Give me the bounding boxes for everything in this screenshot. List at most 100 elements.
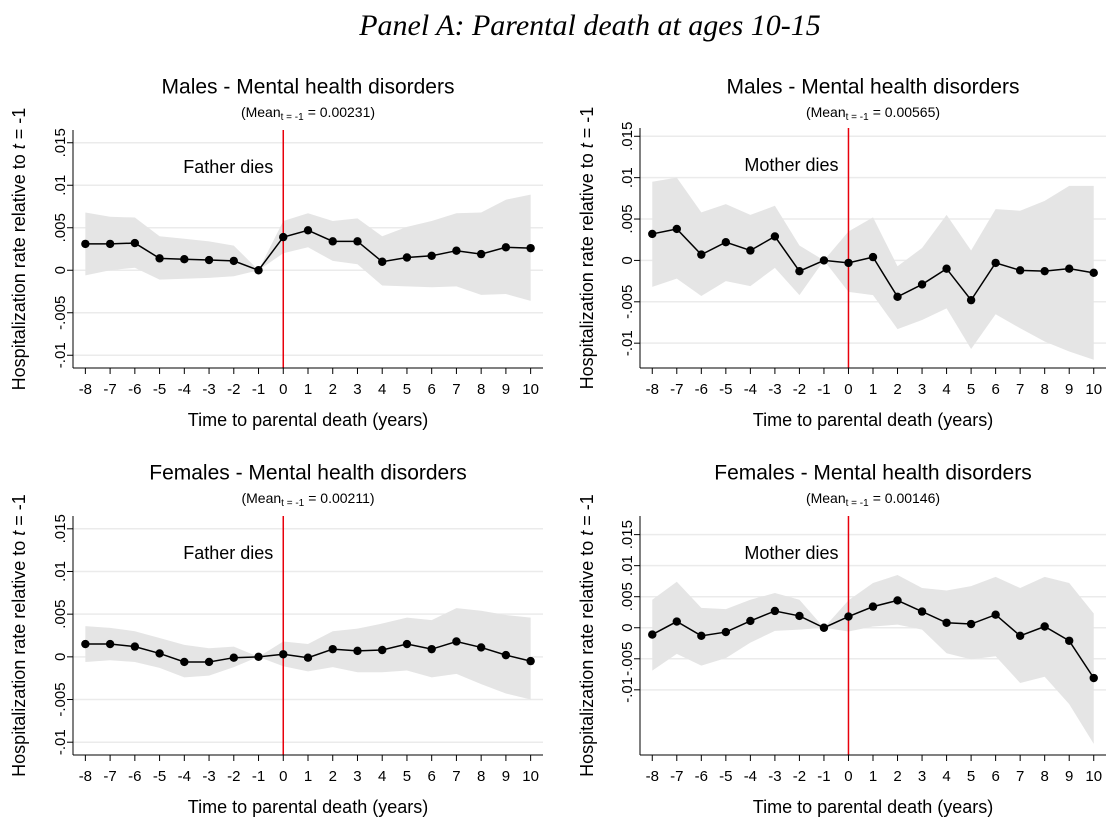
estimate-point <box>81 239 90 249</box>
panel-subtitle: (Meant = -1 = 0.00211) <box>241 490 374 509</box>
x-tick-label: 7 <box>452 768 460 785</box>
estimate-point <box>844 612 853 621</box>
x-tick-label: 10 <box>522 381 539 398</box>
y-axis-label: Hospitalization rate relative to t = -1 <box>577 494 597 777</box>
estimate-point <box>1040 266 1049 276</box>
estimate-point <box>1065 264 1074 273</box>
y-tick-label: .01 <box>619 555 636 576</box>
x-tick-label: -3 <box>768 381 781 398</box>
x-tick-label: 2 <box>893 768 901 785</box>
y-label-italic: t <box>9 530 29 536</box>
x-tick-label: -8 <box>79 768 92 785</box>
estimate-point <box>427 644 436 654</box>
subtitle-text: = 0.00565) <box>873 104 940 120</box>
panel: Females - Mental health disorders (Meant … <box>577 462 1106 817</box>
estimate-point <box>130 238 140 248</box>
estimate-point <box>81 639 90 649</box>
estimate-point <box>526 243 535 253</box>
x-tick-label: 8 <box>1041 381 1049 398</box>
estimate-point <box>378 257 387 266</box>
estimate-point <box>819 623 829 632</box>
x-tick-label: -5 <box>719 381 732 398</box>
y-tick-label: -.005 <box>52 682 69 716</box>
x-tick-label: -3 <box>202 381 215 398</box>
estimate-point <box>353 237 362 246</box>
x-tick-label: 8 <box>1041 768 1049 785</box>
x-tick-label: 2 <box>893 381 901 398</box>
x-tick-label: 5 <box>967 381 975 398</box>
estimate-point <box>917 607 927 616</box>
x-axis-label: Time to parental death (years) <box>188 797 428 817</box>
x-tick-label: 5 <box>403 768 411 785</box>
subtitle-subscript: t = -1 <box>846 112 870 123</box>
x-tick-label: -6 <box>695 768 708 785</box>
panel: Males - Mental health disorders(Meant = … <box>9 76 543 430</box>
x-tick-label: -7 <box>103 768 116 785</box>
x-tick-label: -1 <box>252 768 265 785</box>
subtitle-text: (Mean <box>806 104 846 120</box>
y-axis-label: Hospitalization rate relative to t = -1 <box>9 108 29 391</box>
x-tick-label: 9 <box>1065 381 1073 398</box>
subtitle-text: = 0.00231) <box>308 104 375 120</box>
confidence-band <box>85 194 531 301</box>
panel-title: Males - Mental health disorders <box>162 76 455 99</box>
y-tick-label: .005 <box>52 213 69 242</box>
estimate-point <box>991 258 1000 268</box>
y-axis-label: Hospitalization rate relative to t = -1 <box>577 107 597 390</box>
estimate-point <box>697 631 706 641</box>
x-tick-label: -4 <box>744 768 757 785</box>
estimate-point <box>991 610 1000 619</box>
panel-subtitle: (Meant = -1 = 0.00565) <box>806 104 940 123</box>
estimate-point <box>476 643 486 652</box>
estimate-point <box>672 617 681 626</box>
y-tick-label: -.01 <box>619 677 636 703</box>
x-tick-label: 10 <box>1085 768 1102 785</box>
estimate-point <box>893 292 902 302</box>
event-annotation: Father dies <box>183 157 273 177</box>
subtitle-text: = 0.00211) <box>308 490 374 506</box>
y-label-text: Hospitalization rate relative to <box>577 153 597 389</box>
y-tick-label: .01 <box>52 561 69 582</box>
estimate-point <box>130 642 140 651</box>
event-annotation: Father dies <box>183 543 273 563</box>
estimate-point <box>328 237 337 246</box>
estimate-point <box>697 250 706 259</box>
y-tick-label: 0 <box>619 256 636 264</box>
subtitle-text: (Mean <box>241 490 281 506</box>
estimate-point <box>1015 631 1025 641</box>
y-tick-label: 0 <box>619 624 636 632</box>
y-tick-label: .005 <box>619 204 636 233</box>
y-tick-label: -.005 <box>619 642 636 676</box>
y-label-text: = -1 <box>577 494 597 526</box>
subtitle-subscript: t = -1 <box>281 112 305 123</box>
x-tick-label: -4 <box>178 768 191 785</box>
y-tick-label: -.01 <box>52 729 69 755</box>
y-tick-label: .005 <box>619 582 636 611</box>
y-label-text: Hospitalization rate relative to <box>9 541 29 777</box>
estimate-point <box>648 229 657 239</box>
estimate-point <box>1089 673 1098 683</box>
x-tick-label: 4 <box>942 381 950 398</box>
subtitle-subscript: t = -1 <box>846 498 870 509</box>
estimate-point <box>795 266 804 276</box>
estimate-point <box>917 280 927 289</box>
y-label-italic: t <box>577 142 597 148</box>
x-axis-label: Time to parental death (years) <box>188 410 428 430</box>
x-tick-label: -7 <box>103 381 116 398</box>
y-tick-label: -.005 <box>52 296 69 330</box>
estimate-point <box>229 256 238 266</box>
x-tick-label: -5 <box>719 768 732 785</box>
estimate-point <box>966 295 976 305</box>
subtitle-text: = 0.00146) <box>873 490 940 506</box>
y-tick-label: .01 <box>619 167 636 188</box>
x-tick-label: -2 <box>793 381 806 398</box>
panel: Males - Mental health disorders(Meant = … <box>577 76 1106 430</box>
estimate-point <box>452 637 461 646</box>
estimate-point <box>819 256 829 265</box>
estimate-point <box>378 645 387 655</box>
x-tick-label: 2 <box>329 381 337 398</box>
y-label-italic: t <box>9 143 29 149</box>
panel-subtitle: (Meant = -1 = 0.00146) <box>806 490 940 509</box>
figure-title: Panel A: Parental death at ages 10-15 <box>358 9 821 42</box>
subtitle-subscript: t = -1 <box>281 498 305 509</box>
